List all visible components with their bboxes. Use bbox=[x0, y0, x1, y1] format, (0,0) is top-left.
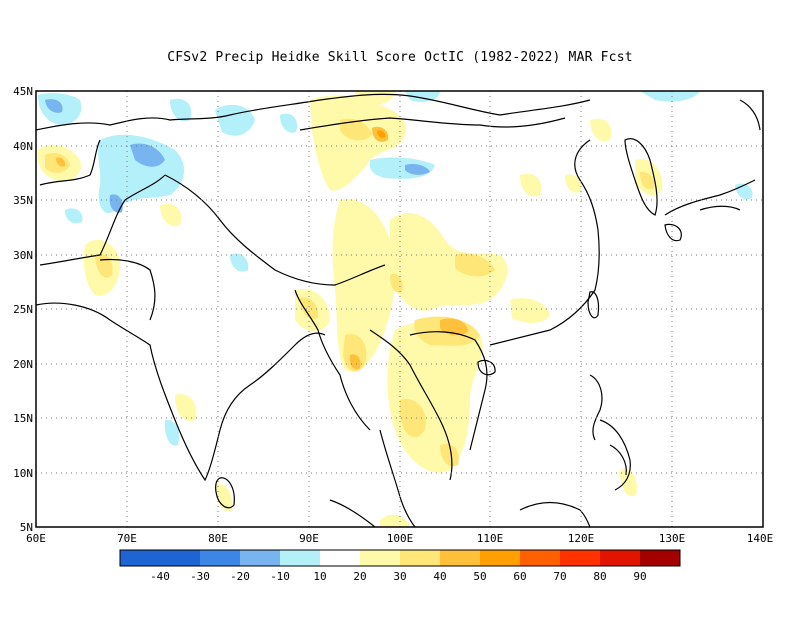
colorbar-swatch bbox=[360, 550, 400, 566]
colorbar-swatch bbox=[280, 550, 320, 566]
colorbar-label: 20 bbox=[353, 570, 366, 583]
colorbar-label: 40 bbox=[433, 570, 446, 583]
lat-tick-label: 10N bbox=[13, 467, 33, 480]
colorbar-label: -10 bbox=[270, 570, 290, 583]
lat-tick-label: 25N bbox=[13, 303, 33, 316]
lat-tick-label: 40N bbox=[13, 140, 33, 153]
lon-tick-label: 70E bbox=[117, 532, 137, 545]
colorbar-label: 10 bbox=[313, 570, 326, 583]
colorbar-label: -40 bbox=[150, 570, 170, 583]
colorbar-swatch bbox=[160, 550, 200, 566]
lon-tick-label: 80E bbox=[208, 532, 228, 545]
lon-tick-label: 60E bbox=[26, 532, 46, 545]
map-frame bbox=[35, 90, 764, 528]
colorbar-label: 60 bbox=[513, 570, 526, 583]
lon-axis: 60E 70E 80E 90E 100E 110E 120E 130E 140E bbox=[26, 532, 773, 545]
lon-tick-label: 100E bbox=[387, 532, 414, 545]
lon-tick-label: 90E bbox=[299, 532, 319, 545]
coastlines-and-borders bbox=[36, 93, 761, 527]
colorbar-label: -30 bbox=[190, 570, 210, 583]
colorbar-swatch bbox=[200, 550, 240, 566]
lon-tick-label: 130E bbox=[659, 532, 686, 545]
lat-tick-label: 30N bbox=[13, 249, 33, 262]
colorbar-swatch bbox=[240, 550, 280, 566]
colorbar-swatch bbox=[120, 550, 160, 566]
colorbar-swatch bbox=[440, 550, 480, 566]
colorbar-swatch bbox=[320, 550, 360, 566]
colorbar-swatch bbox=[520, 550, 560, 566]
lon-tick-label: 120E bbox=[568, 532, 595, 545]
colorbar-label: -20 bbox=[230, 570, 250, 583]
grid-lines bbox=[36, 91, 763, 527]
lon-tick-label: 140E bbox=[747, 532, 774, 545]
lat-tick-label: 45N bbox=[13, 85, 33, 98]
colorbar-label: 30 bbox=[393, 570, 406, 583]
lon-tick-label: 110E bbox=[477, 532, 504, 545]
colorbar-swatch bbox=[640, 550, 680, 566]
colorbar-swatch bbox=[560, 550, 600, 566]
lat-tick-label: 15N bbox=[13, 412, 33, 425]
colorbar-frame bbox=[119, 549, 681, 567]
chart-title: CFSv2 Precip Heidke Skill Score OctIC (1… bbox=[167, 50, 633, 65]
colorbar-swatch bbox=[600, 550, 640, 566]
lat-tick-label: 5N bbox=[20, 521, 33, 534]
lat-tick-label: 20N bbox=[13, 358, 33, 371]
lat-axis: 5N 10N 15N 20N 25N 30N 35N 40N 45N bbox=[13, 85, 33, 534]
lat-tick-label: 35N bbox=[13, 194, 33, 207]
skill-score-field bbox=[37, 91, 753, 527]
colorbar-label: 90 bbox=[633, 570, 646, 583]
colorbar-label: 50 bbox=[473, 570, 486, 583]
colorbar-swatch bbox=[400, 550, 440, 566]
colorbar-label: 80 bbox=[593, 570, 606, 583]
colorbar-swatch bbox=[480, 550, 520, 566]
colorbar-label: 70 bbox=[553, 570, 566, 583]
colorbar: -40 -30 -20 -10 10 20 30 40 50 60 70 80 … bbox=[119, 549, 681, 583]
